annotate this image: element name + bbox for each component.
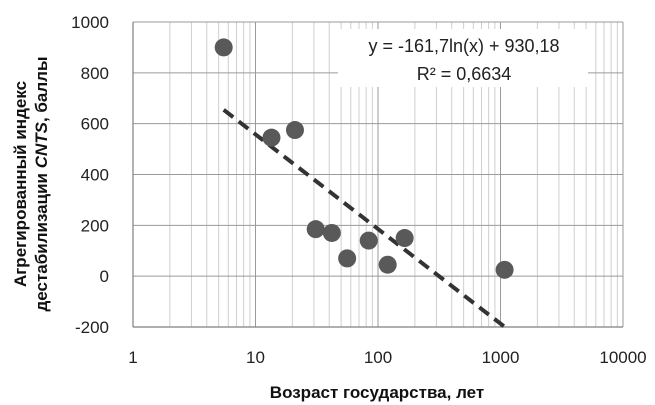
x-tick-label: 1 — [128, 348, 137, 367]
axes — [132, 22, 623, 328]
y-tick-label: -200 — [75, 318, 109, 337]
data-points — [214, 38, 514, 279]
x-tick-label: 1000 — [482, 348, 520, 367]
y-tick-label: 200 — [81, 216, 109, 235]
data-point — [322, 223, 341, 242]
data-point — [338, 249, 357, 268]
data-point — [495, 260, 514, 279]
y-axis-title-line1: Агрегированный индекс — [11, 81, 30, 287]
equation-box — [338, 29, 588, 87]
data-point — [359, 231, 378, 250]
y-axis-title-line2: дестабилизации CNTS, баллы — [32, 56, 51, 311]
x-tick-labels: 1 10 100 1000 10000 — [128, 348, 646, 367]
data-point — [306, 220, 325, 239]
y-tick-label: 800 — [81, 64, 109, 83]
data-point — [395, 229, 414, 248]
y-tick-labels: -200 0 200 400 600 800 1000 — [71, 13, 109, 337]
data-point — [262, 128, 281, 147]
data-point — [285, 121, 304, 140]
x-tick-label: 10 — [246, 348, 265, 367]
x-axis-title: Возраст государства, лет — [270, 383, 484, 402]
y-axis-title-italic: CNTS — [32, 121, 51, 168]
y-axis-title-suffix: , баллы — [32, 56, 51, 122]
trendline-equation: y = -161,7ln(x) + 930,18 — [368, 36, 559, 56]
data-point — [214, 38, 233, 57]
y-axis-title: Агрегированный индекс дестабилизации CNT… — [11, 56, 51, 311]
y-tick-label: 0 — [100, 267, 109, 286]
y-tick-label: 400 — [81, 166, 109, 185]
y-axis-title-prefix: дестабилизации — [32, 168, 51, 311]
data-point — [378, 255, 397, 274]
x-tick-label: 100 — [364, 348, 392, 367]
y-tick-label: 600 — [81, 115, 109, 134]
x-tick-label: 10000 — [599, 348, 646, 367]
y-tick-label: 1000 — [71, 13, 109, 32]
r-squared-label: R² = 0,6634 — [417, 64, 512, 84]
